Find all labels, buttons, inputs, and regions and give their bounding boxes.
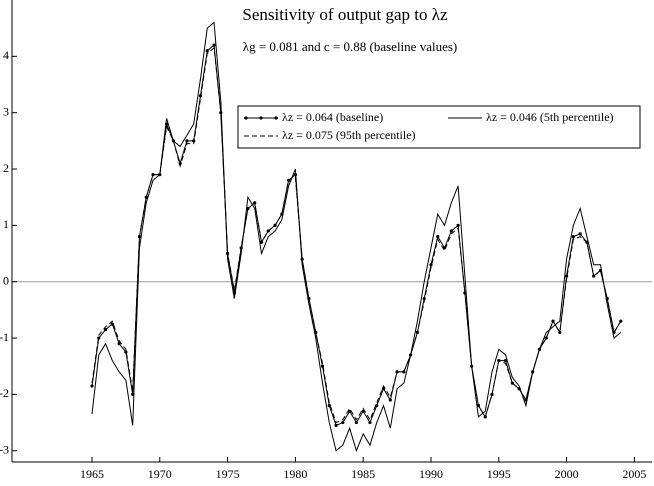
series-marker (334, 423, 338, 427)
series-marker (592, 274, 596, 278)
series-marker (90, 384, 94, 388)
y-tick-label: 2 (3, 161, 9, 175)
series-marker (97, 336, 101, 340)
series-marker (185, 139, 189, 143)
x-tick-label: 1975 (216, 467, 240, 481)
y-tick-label: -1 (0, 330, 9, 344)
x-tick-label: 1985 (351, 467, 375, 481)
x-tick-label: 1970 (148, 467, 172, 481)
y-tick-label: -3 (0, 442, 9, 456)
series-marker (564, 274, 569, 278)
series-marker (429, 263, 433, 267)
chart-title: Sensitivity of output gap to λz (242, 5, 448, 24)
x-tick-label: 1980 (283, 467, 307, 481)
y-tick-label: 3 (3, 104, 9, 118)
legend-label: λz = 0.064 (baseline) (282, 110, 383, 124)
series-line (91, 21, 622, 453)
series-marker (212, 43, 216, 47)
series-marker (388, 398, 392, 402)
series-marker (205, 49, 209, 53)
series-marker (103, 327, 108, 332)
x-tick-label: 1995 (487, 467, 511, 481)
series-line (91, 44, 622, 427)
y-tick-label: 1 (3, 217, 9, 231)
chart-subtitle: λg = 0.081 and c = 0.88 (baseline values… (243, 39, 457, 54)
series-marker (578, 232, 582, 236)
legend-marker (274, 116, 278, 120)
series-marker (368, 420, 372, 425)
x-tick-label: 2005 (622, 467, 646, 481)
legend-label: λz = 0.046 (5th percentile) (486, 110, 614, 124)
series-marker (456, 223, 460, 227)
legend-marker (259, 116, 263, 120)
legend-box (237, 105, 641, 149)
legend-label: λz = 0.075 (95th percentile) (282, 128, 416, 142)
series-marker (558, 330, 562, 335)
x-tick-label: 2000 (555, 467, 579, 481)
series-marker (544, 336, 548, 340)
series-marker (110, 322, 114, 326)
legend-marker (244, 116, 248, 120)
y-tick-label: 0 (3, 273, 9, 287)
y-tick-label: -2 (0, 386, 9, 400)
series-marker (571, 235, 575, 239)
series-line (91, 46, 622, 424)
series-marker (503, 358, 508, 363)
series-marker (449, 229, 453, 233)
series-marker (375, 404, 379, 408)
series-marker (341, 420, 345, 425)
series-marker (124, 350, 128, 354)
series-marker (354, 420, 359, 425)
x-tick-label: 1990 (419, 467, 443, 481)
y-tick-label: 4 (3, 48, 9, 62)
x-tick-label: 1965 (80, 467, 104, 481)
series-marker (436, 235, 440, 239)
series-marker (117, 342, 121, 346)
